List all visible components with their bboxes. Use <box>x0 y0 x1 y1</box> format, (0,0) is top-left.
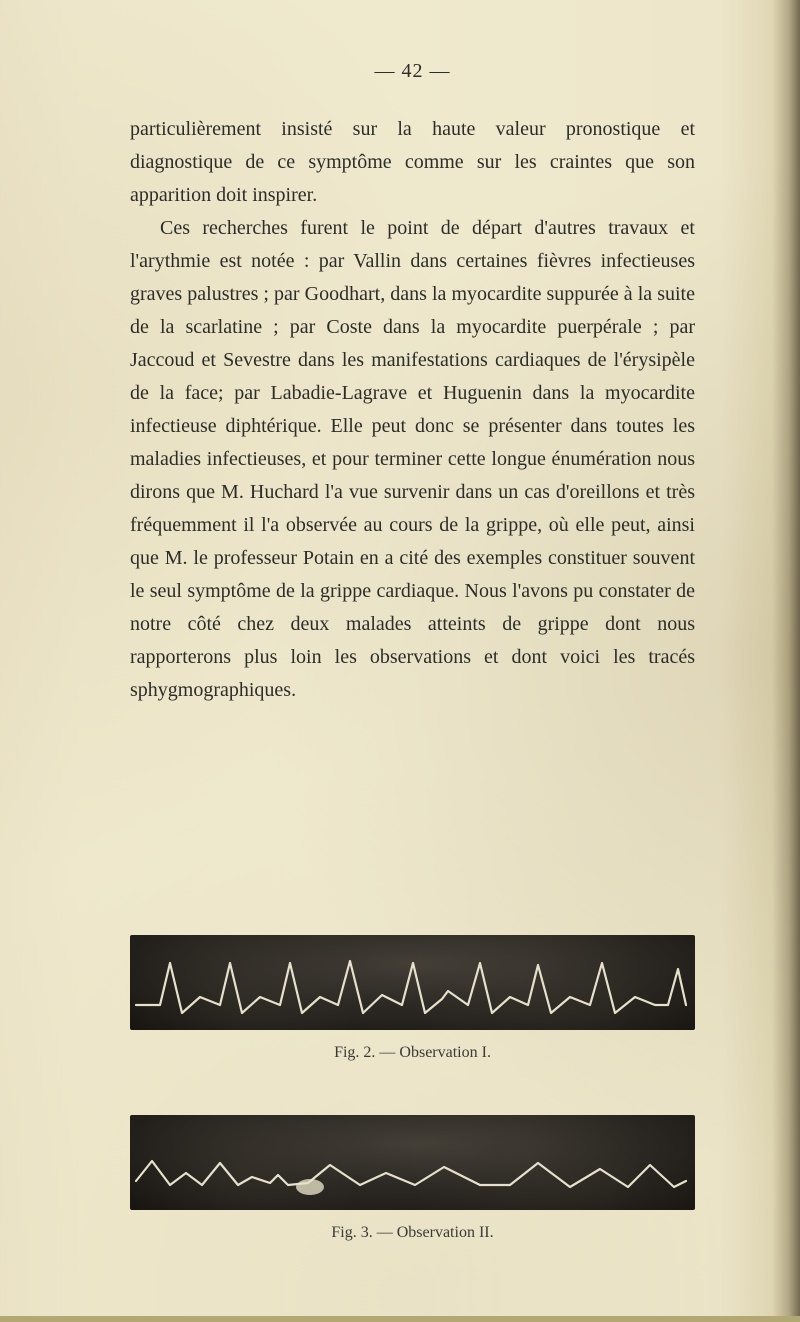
sphygmograph-trace-2 <box>136 1161 686 1187</box>
figure-observation-1: Fig. 2. — Observation I. <box>130 935 695 1062</box>
figure-observation-2: Fig. 3. — Observation II. <box>130 1115 695 1242</box>
sphygmograph-trace-2-svg <box>130 1115 695 1210</box>
sphygmograph-trace-1-svg <box>130 935 695 1030</box>
page-number-header: — 42 — <box>130 60 695 83</box>
sphygmograph-plate-1 <box>130 935 695 1030</box>
paragraph-1: particulièrement insisté sur la haute va… <box>130 113 695 212</box>
page-right-shadow <box>772 0 800 1322</box>
paragraph-2: Ces recherches furent le point de départ… <box>130 212 695 707</box>
sphygmograph-trace-1 <box>136 961 686 1013</box>
body-text: particulièrement insisté sur la haute va… <box>130 113 695 707</box>
page-bottom-edge <box>0 1316 800 1322</box>
scanned-page: — 42 — particulièrement insisté sur la h… <box>0 0 800 1322</box>
figure-1-caption: Fig. 2. — Observation I. <box>130 1044 695 1062</box>
figure-2-caption: Fig. 3. — Observation II. <box>130 1224 695 1242</box>
text-block: — 42 — particulièrement insisté sur la h… <box>130 60 695 707</box>
sphygmograph-plate-2 <box>130 1115 695 1210</box>
